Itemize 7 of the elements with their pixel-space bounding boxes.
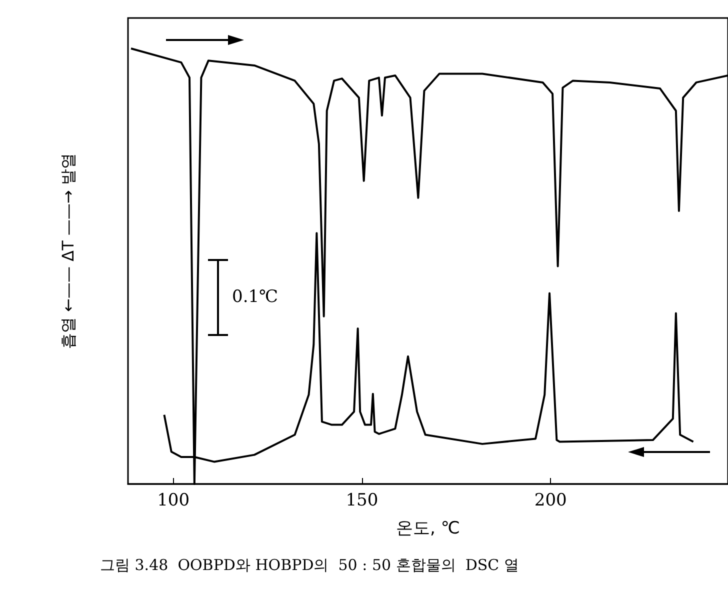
caption: 그림 3.48 OOBPD와 HOBPD의 50 : 50 혼합물의 DSC 열 — [100, 556, 519, 575]
x-tick-label: 100 — [157, 490, 190, 510]
x-tick-label: 150 — [346, 490, 378, 510]
annotation: 0.1℃ — [232, 287, 278, 307]
x-tick-label: 200 — [534, 490, 567, 510]
x-axis-title: 온도, ℃ — [396, 518, 460, 538]
y-axis-title: 흡열 ←—— ΔT ——→ 발열 — [58, 153, 78, 349]
